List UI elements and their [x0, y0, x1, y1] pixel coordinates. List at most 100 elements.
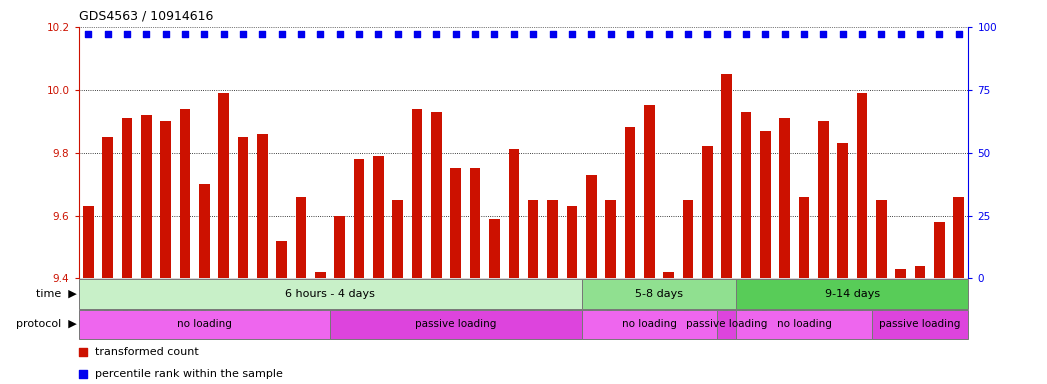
Point	[312, 31, 329, 38]
Point	[718, 31, 735, 38]
Text: GDS4563 / 10914616: GDS4563 / 10914616	[79, 10, 213, 23]
Text: transformed count: transformed count	[94, 347, 198, 357]
Bar	[548, 200, 558, 278]
Bar	[509, 149, 519, 278]
Point	[389, 31, 406, 38]
Bar	[779, 118, 790, 278]
Point	[331, 31, 348, 38]
Point	[796, 31, 812, 38]
Point	[873, 31, 890, 38]
Text: no loading: no loading	[177, 319, 231, 329]
Point	[556, 270, 573, 276]
Bar	[760, 131, 771, 278]
Point	[563, 31, 580, 38]
Text: no loading: no loading	[777, 319, 831, 329]
FancyBboxPatch shape	[581, 310, 717, 339]
Bar	[160, 121, 171, 278]
FancyBboxPatch shape	[79, 310, 330, 339]
FancyBboxPatch shape	[79, 279, 581, 308]
Text: protocol  ▶: protocol ▶	[16, 319, 76, 329]
Bar	[450, 168, 461, 278]
Bar	[219, 93, 229, 278]
Bar	[566, 206, 577, 278]
Text: 5-8 days: 5-8 days	[634, 289, 683, 299]
Bar	[199, 184, 209, 278]
FancyBboxPatch shape	[736, 310, 872, 339]
FancyBboxPatch shape	[736, 279, 968, 308]
Bar	[818, 121, 828, 278]
Bar	[83, 206, 93, 278]
Bar	[915, 266, 926, 278]
Point	[196, 31, 213, 38]
Point	[370, 31, 386, 38]
Point	[757, 31, 774, 38]
Point	[99, 31, 116, 38]
Bar	[295, 197, 307, 278]
Bar	[334, 215, 346, 278]
Point	[834, 31, 851, 38]
Point	[216, 31, 232, 38]
Point	[80, 31, 96, 38]
Point	[408, 31, 425, 38]
Point	[737, 31, 754, 38]
Text: no loading: no loading	[622, 319, 676, 329]
Bar	[605, 200, 616, 278]
Point	[892, 31, 909, 38]
Point	[602, 31, 619, 38]
Point	[467, 31, 484, 38]
Bar	[315, 272, 326, 278]
Bar	[954, 197, 964, 278]
Point	[273, 31, 290, 38]
Bar	[683, 200, 693, 278]
Point	[447, 31, 464, 38]
Point	[622, 31, 639, 38]
Bar	[664, 272, 674, 278]
Bar	[721, 74, 732, 278]
Text: 9-14 days: 9-14 days	[825, 289, 879, 299]
Bar	[257, 134, 268, 278]
Point	[351, 31, 367, 38]
Bar	[411, 109, 422, 278]
Text: passive loading: passive loading	[415, 319, 496, 329]
Point	[912, 31, 929, 38]
Bar	[180, 109, 191, 278]
Text: 6 hours - 4 days: 6 hours - 4 days	[285, 289, 375, 299]
Bar	[431, 112, 442, 278]
Point	[544, 31, 561, 38]
Point	[428, 31, 445, 38]
FancyBboxPatch shape	[872, 310, 968, 339]
Point	[680, 31, 696, 38]
Point	[951, 31, 967, 38]
Bar	[895, 269, 906, 278]
Text: passive loading: passive loading	[686, 319, 767, 329]
Bar	[701, 146, 713, 278]
Bar	[799, 197, 809, 278]
Bar	[470, 168, 481, 278]
Bar	[103, 137, 113, 278]
Bar	[625, 127, 636, 278]
Point	[525, 31, 541, 38]
Point	[138, 31, 155, 38]
Bar	[740, 112, 752, 278]
Point	[235, 31, 251, 38]
Bar	[644, 106, 654, 278]
Point	[486, 31, 503, 38]
Bar	[876, 200, 887, 278]
Bar	[838, 143, 848, 278]
Point	[583, 31, 600, 38]
Bar	[373, 156, 383, 278]
Bar	[528, 200, 538, 278]
Point	[815, 31, 831, 38]
Bar	[934, 222, 944, 278]
Point	[776, 31, 793, 38]
Bar	[489, 218, 499, 278]
Point	[292, 31, 309, 38]
Text: percentile rank within the sample: percentile rank within the sample	[94, 369, 283, 379]
Point	[931, 31, 948, 38]
FancyBboxPatch shape	[330, 310, 581, 339]
Point	[661, 31, 677, 38]
Text: passive loading: passive loading	[879, 319, 961, 329]
Point	[506, 31, 522, 38]
Point	[254, 31, 271, 38]
Point	[853, 31, 870, 38]
